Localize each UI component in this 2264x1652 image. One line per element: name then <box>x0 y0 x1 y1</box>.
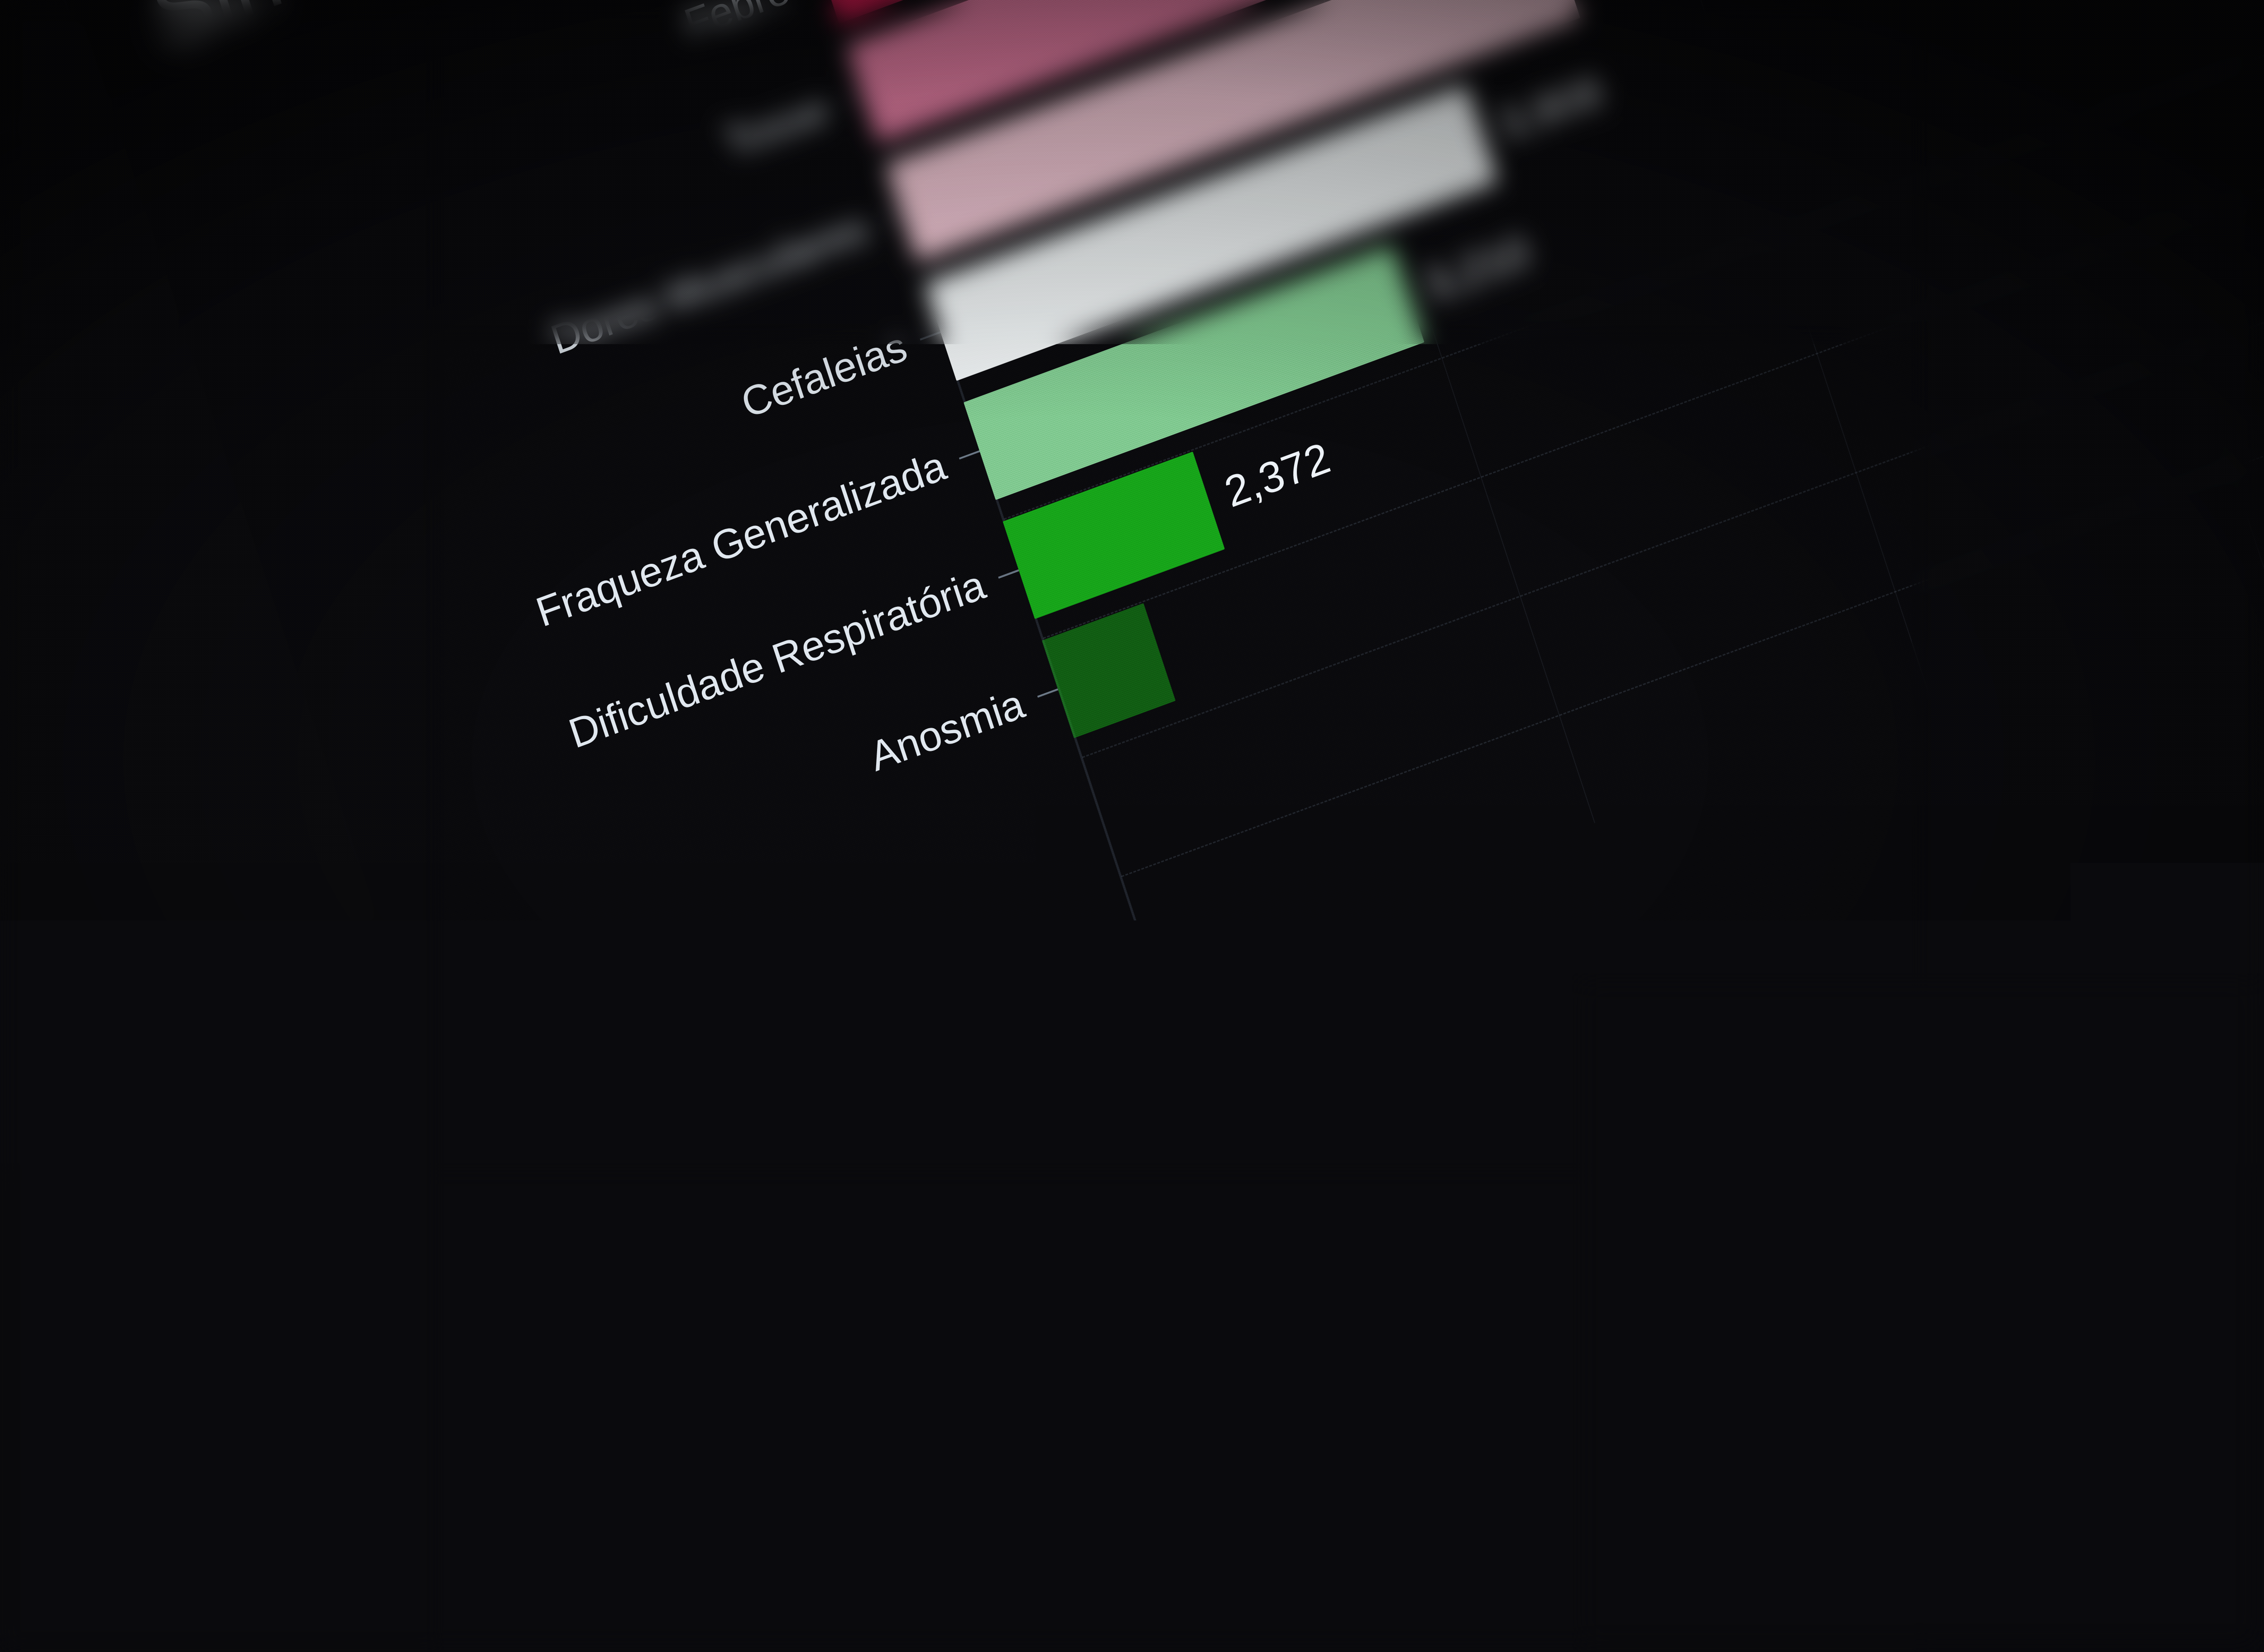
tab-sintomas[interactable]: Sintomas <box>1153 1352 1331 1470</box>
screen: Confirmados Vila Nova de Gaia Porto Lisb… <box>0 0 2264 1652</box>
symptoms-bar-chart: Febre 4,280 Tosse <box>175 0 2264 1270</box>
bar-anosmia[interactable] <box>1042 603 1175 738</box>
axis-tick <box>881 212 902 221</box>
bar-value-label: 3,210 <box>1418 226 1535 310</box>
bar-value-label: 3,908 <box>1492 66 1609 150</box>
tab-grupo-etario[interactable]: Grupo Etário <box>2136 1097 2264 1300</box>
tab-label: Grupo Etário <box>2186 1137 2264 1260</box>
axis-tick <box>842 93 863 102</box>
sidebar-title: Confirmados <box>0 0 49 187</box>
axis-tick <box>998 569 1019 578</box>
photograph-of-monitor: Confirmados Vila Nova de Gaia Porto Lisb… <box>0 0 2264 1652</box>
sidebar-item-braga[interactable]: Braga <box>0 464 199 645</box>
chart-tab-bar: Sintomas Tipo de Contágio <box>1153 1212 1712 1470</box>
monitor: Confirmados Vila Nova de Gaia Porto Lisb… <box>0 0 2264 1652</box>
axis-tick <box>1037 688 1058 697</box>
axis-tick <box>959 450 980 459</box>
axis-tick <box>920 331 940 340</box>
chart-rows: Febre 4,280 Tosse <box>175 0 2264 985</box>
tab-label: Tipo de Contágio <box>1405 1212 1707 1362</box>
bar-value-label: 2,372 <box>1219 433 1336 517</box>
tab-tipo-de-contagio[interactable]: Tipo de Contágio <box>1405 1212 1712 1378</box>
